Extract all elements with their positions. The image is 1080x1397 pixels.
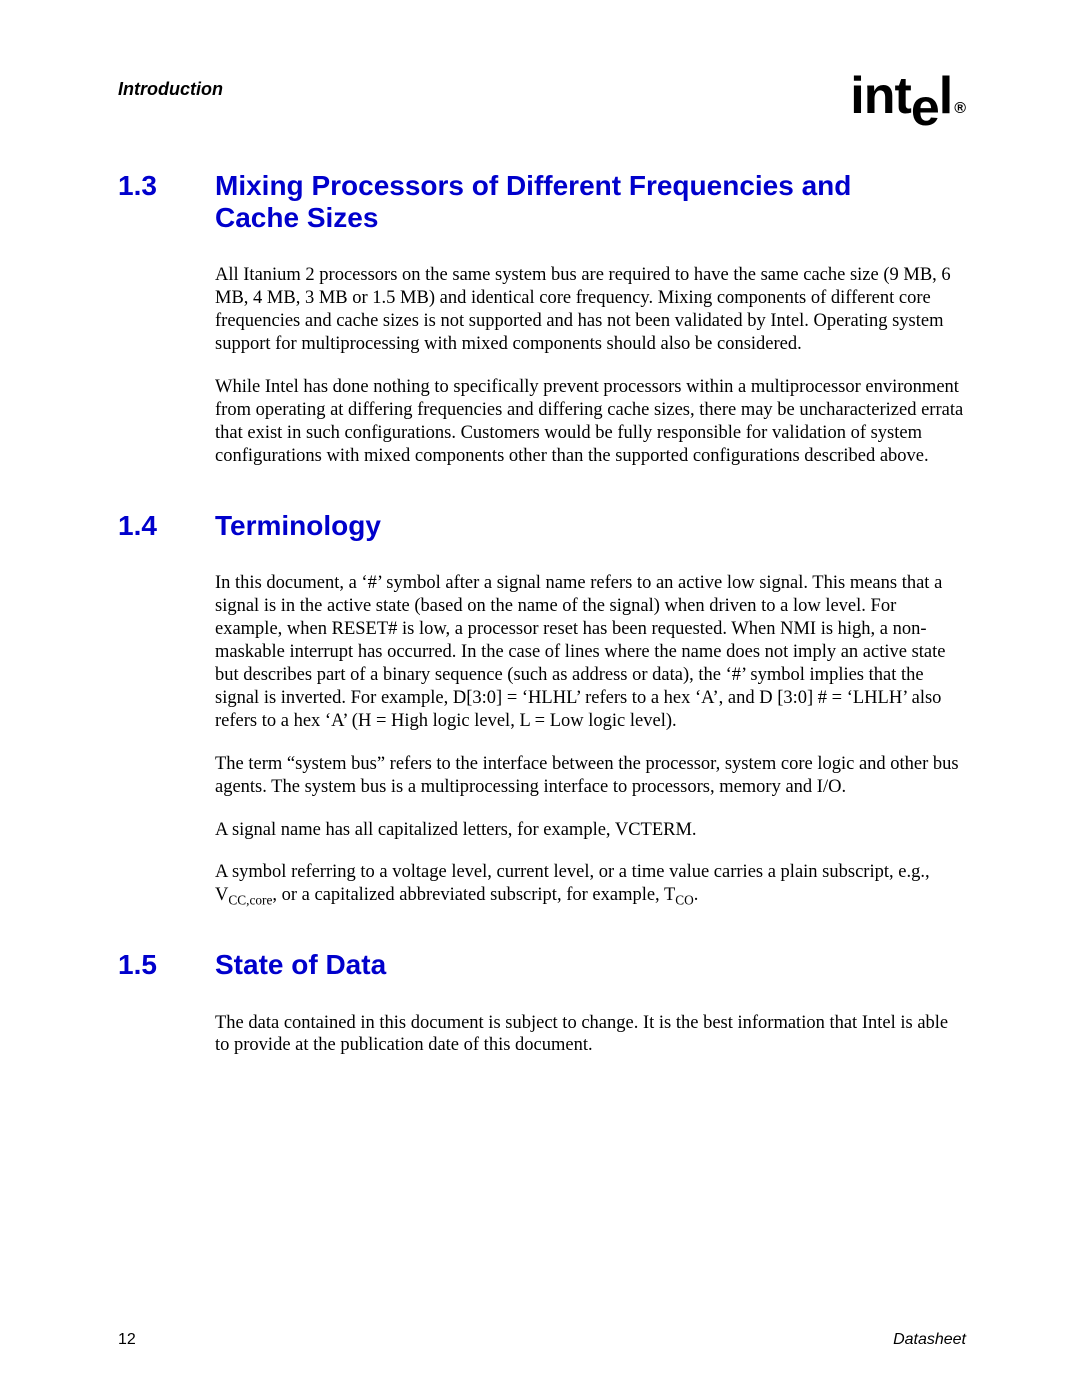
subscript: CO [675,893,694,908]
para-fragment: . [694,885,699,905]
logo-part-e: e [911,82,939,134]
chapter-label: Introduction [118,70,223,100]
section-1-5: 1.5 State of Data The data contained in … [118,949,966,1057]
subscript: CC,core [228,893,272,908]
section-title: Mixing Processors of Different Frequenci… [215,170,935,234]
document-type-label: Datasheet [893,1331,966,1349]
logo-registered-icon: ® [954,101,966,117]
section-body: The data contained in this document is s… [215,1012,966,1058]
page-footer: 12 Datasheet [118,1331,966,1349]
logo-part-int: int [850,70,911,122]
section-1-3: 1.3 Mixing Processors of Different Frequ… [118,170,966,468]
body-paragraph: While Intel has done nothing to specific… [215,376,966,468]
body-paragraph: The data contained in this document is s… [215,1012,966,1058]
section-title: Terminology [215,510,381,542]
body-paragraph: In this document, a ‘#’ symbol after a s… [215,572,966,733]
section-body: In this document, a ‘#’ symbol after a s… [215,572,966,907]
section-1-4: 1.4 Terminology In this document, a ‘#’ … [118,510,966,907]
section-heading: 1.5 State of Data [118,949,966,981]
page-content: Introduction intel® 1.3 Mixing Processor… [118,70,966,1330]
section-title: State of Data [215,949,386,981]
section-heading: 1.3 Mixing Processors of Different Frequ… [118,170,966,234]
body-paragraph: A symbol referring to a voltage level, c… [215,861,966,907]
page-header: Introduction intel® [118,70,966,126]
section-heading: 1.4 Terminology [118,510,966,542]
section-number: 1.5 [118,949,215,981]
body-paragraph: A signal name has all capitalized letter… [215,819,966,842]
body-paragraph: The term “system bus” refers to the inte… [215,753,966,799]
page-number: 12 [118,1331,136,1349]
section-number: 1.3 [118,170,215,202]
body-paragraph: All Itanium 2 processors on the same sys… [215,264,966,356]
section-body: All Itanium 2 processors on the same sys… [215,264,966,468]
section-number: 1.4 [118,510,215,542]
logo-part-l: l [939,70,952,122]
intel-logo: intel® [850,70,966,122]
para-fragment: , or a capitalized abbreviated subscript… [272,885,675,905]
